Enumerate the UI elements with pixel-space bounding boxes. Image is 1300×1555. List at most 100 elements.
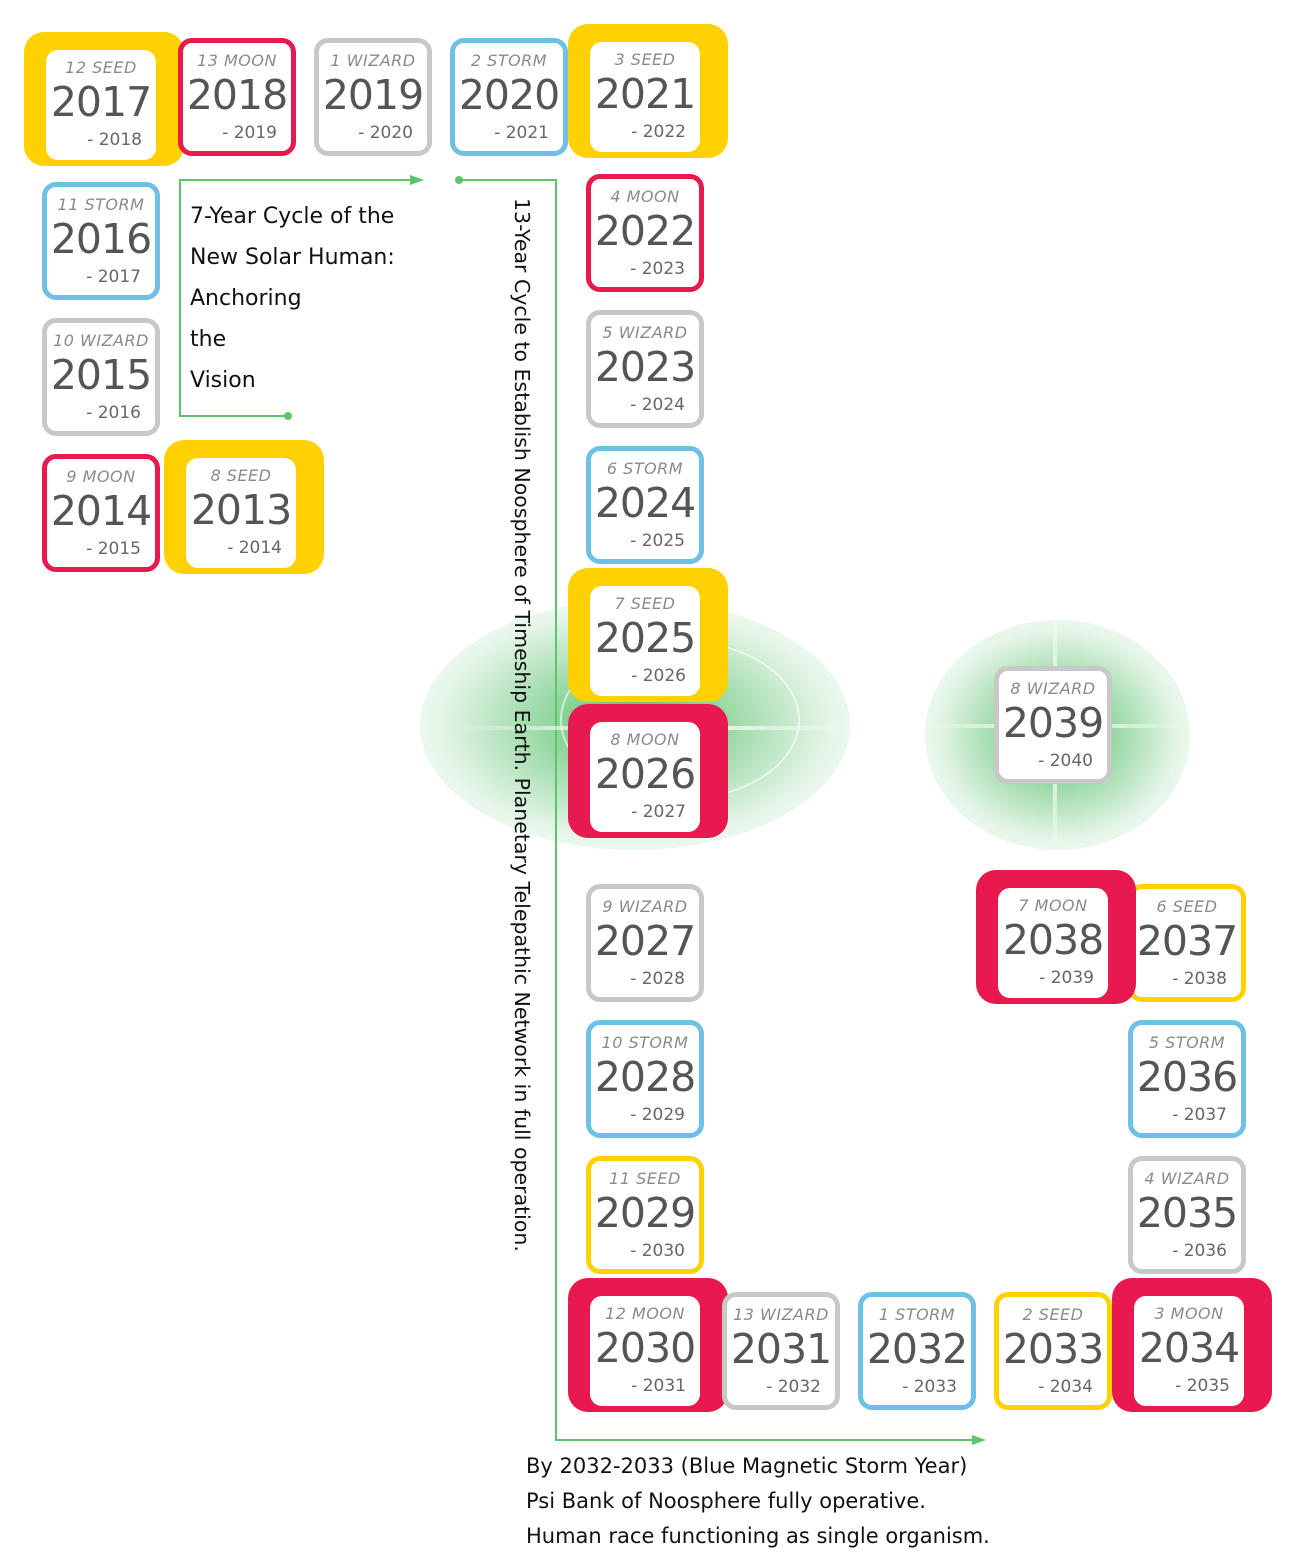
year-card-2018: 13 MOON 2018 - 2019: [178, 38, 296, 156]
start-year: 2038: [1002, 916, 1104, 964]
caption-line: New Solar Human:: [190, 245, 395, 270]
end-year: - 2029: [630, 1105, 685, 1125]
end-year: - 2021: [494, 123, 549, 143]
start-year: 2024: [594, 479, 696, 527]
start-year: 2019: [322, 71, 424, 119]
tone-label: 3 MOON: [1154, 1304, 1224, 1323]
tone-label: 9 WIZARD: [602, 897, 688, 916]
start-year: 2028: [594, 1053, 696, 1101]
card-inner: 11 STORM 2016 - 2017: [47, 187, 155, 295]
end-year: - 2022: [631, 122, 686, 142]
year-card-2019: 1 WIZARD 2019 - 2020: [314, 38, 432, 156]
start-year: 2029: [594, 1189, 696, 1237]
end-year: - 2039: [1039, 968, 1094, 988]
year-card-2035: 4 WIZARD 2035 - 2036: [1128, 1156, 1246, 1274]
end-year: - 2040: [1038, 751, 1093, 771]
tone-label: 11 SEED: [609, 1169, 681, 1188]
start-year: 2025: [594, 614, 696, 662]
end-year: - 2017: [86, 267, 141, 287]
start-year: 2023: [594, 343, 696, 391]
end-year: - 2014: [227, 538, 282, 558]
end-year: - 2035: [1175, 1376, 1230, 1396]
year-card-2037: 6 SEED 2037 - 2038: [1128, 884, 1246, 1002]
tone-label: 11 STORM: [57, 195, 145, 214]
tone-label: 7 MOON: [1018, 896, 1088, 915]
year-card-2021: 3 SEED 2021 - 2022: [568, 24, 728, 158]
card-inner: 8 WIZARD 2039 - 2040: [999, 671, 1107, 779]
tone-label: 6 SEED: [1156, 897, 1218, 916]
year-card-2016: 11 STORM 2016 - 2017: [42, 182, 160, 300]
tone-label: 6 STORM: [606, 459, 684, 478]
start-year: 2033: [1002, 1325, 1104, 1373]
card-inner: 6 STORM 2024 - 2025: [591, 451, 699, 559]
thirteen-year-bracket: [455, 176, 986, 1445]
end-year: - 2015: [86, 539, 141, 559]
seven-year-bracket: [179, 175, 424, 420]
end-year: - 2032: [766, 1377, 821, 1397]
start-year: 2017: [50, 78, 152, 126]
year-card-2026: 8 MOON 2026 - 2027: [568, 704, 728, 838]
start-year: 2030: [594, 1324, 696, 1372]
tone-label: 7 SEED: [614, 594, 676, 613]
caption-line: Vision: [190, 368, 256, 393]
tone-label: 8 WIZARD: [1010, 679, 1096, 698]
bottom-notes: By 2032-2033 (Blue Magnetic Storm Year) …: [526, 1449, 990, 1554]
year-card-2032: 1 STORM 2032 - 2033: [858, 1292, 976, 1410]
start-year: 2035: [1136, 1189, 1238, 1237]
caption-line: 7-Year Cycle of the: [190, 204, 395, 229]
end-year: - 2023: [630, 259, 685, 279]
year-card-2013: 8 SEED 2013 - 2014: [164, 440, 324, 574]
bottom-note: Psi Bank of Noosphere fully operative.: [526, 1489, 926, 1513]
tone-label: 3 SEED: [614, 50, 676, 69]
end-year: - 2033: [902, 1377, 957, 1397]
start-year: 2015: [50, 351, 152, 399]
year-card-2029: 11 SEED 2029 - 2030: [586, 1156, 704, 1274]
seven-year-caption: 7-Year Cycle of the New Solar Human: Anc…: [190, 196, 395, 401]
year-card-2017: 12 SEED 2017 - 2018: [24, 32, 184, 166]
end-year: - 2037: [1172, 1105, 1227, 1125]
start-year: 2036: [1136, 1053, 1238, 1101]
card-inner: 5 WIZARD 2023 - 2024: [591, 315, 699, 423]
card-inner: 4 WIZARD 2035 - 2036: [1133, 1161, 1241, 1269]
start-year: 2032: [866, 1325, 968, 1373]
card-inner: 7 SEED 2025 - 2026: [590, 586, 700, 696]
tone-label: 1 STORM: [878, 1305, 956, 1324]
tone-label: 8 MOON: [610, 730, 680, 749]
year-card-2020: 2 STORM 2020 - 2021: [450, 38, 568, 156]
tone-label: 9 MOON: [66, 467, 136, 486]
thirteen-year-caption: 13-Year Cycle to Establish Noosphere of …: [510, 198, 534, 1252]
start-year: 2039: [1002, 699, 1104, 747]
tone-label: 1 WIZARD: [330, 51, 416, 70]
end-year: - 2019: [222, 123, 277, 143]
card-inner: 6 SEED 2037 - 2038: [1133, 889, 1241, 997]
tone-label: 2 SEED: [1022, 1305, 1084, 1324]
end-year: - 2028: [630, 969, 685, 989]
year-card-2036: 5 STORM 2036 - 2037: [1128, 1020, 1246, 1138]
card-inner: 4 MOON 2022 - 2023: [591, 179, 699, 287]
card-inner: 8 SEED 2013 - 2014: [186, 458, 296, 568]
start-year: 2031: [730, 1325, 832, 1373]
end-year: - 2038: [1172, 969, 1227, 989]
year-card-2030: 12 MOON 2030 - 2031: [568, 1278, 728, 1412]
card-inner: 12 SEED 2017 - 2018: [46, 50, 156, 160]
year-card-2039: 8 WIZARD 2039 - 2040: [994, 666, 1112, 784]
end-year: - 2030: [630, 1241, 685, 1261]
start-year: 2021: [594, 70, 696, 118]
card-inner: 3 MOON 2034 - 2035: [1134, 1296, 1244, 1406]
tone-label: 8 SEED: [210, 466, 272, 485]
end-year: - 2034: [1038, 1377, 1093, 1397]
card-inner: 13 WIZARD 2031 - 2032: [727, 1297, 835, 1405]
year-card-2025: 7 SEED 2025 - 2026: [568, 568, 728, 702]
start-year: 2022: [594, 207, 696, 255]
tone-label: 4 MOON: [610, 187, 680, 206]
end-year: - 2018: [87, 130, 142, 150]
year-card-2022: 4 MOON 2022 - 2023: [586, 174, 704, 292]
end-year: - 2027: [631, 802, 686, 822]
year-card-2014: 9 MOON 2014 - 2015: [42, 454, 160, 572]
card-inner: 11 SEED 2029 - 2030: [591, 1161, 699, 1269]
card-inner: 7 MOON 2038 - 2039: [998, 888, 1108, 998]
end-year: - 2020: [358, 123, 413, 143]
card-inner: 2 SEED 2033 - 2034: [999, 1297, 1107, 1405]
start-year: 2018: [186, 71, 288, 119]
